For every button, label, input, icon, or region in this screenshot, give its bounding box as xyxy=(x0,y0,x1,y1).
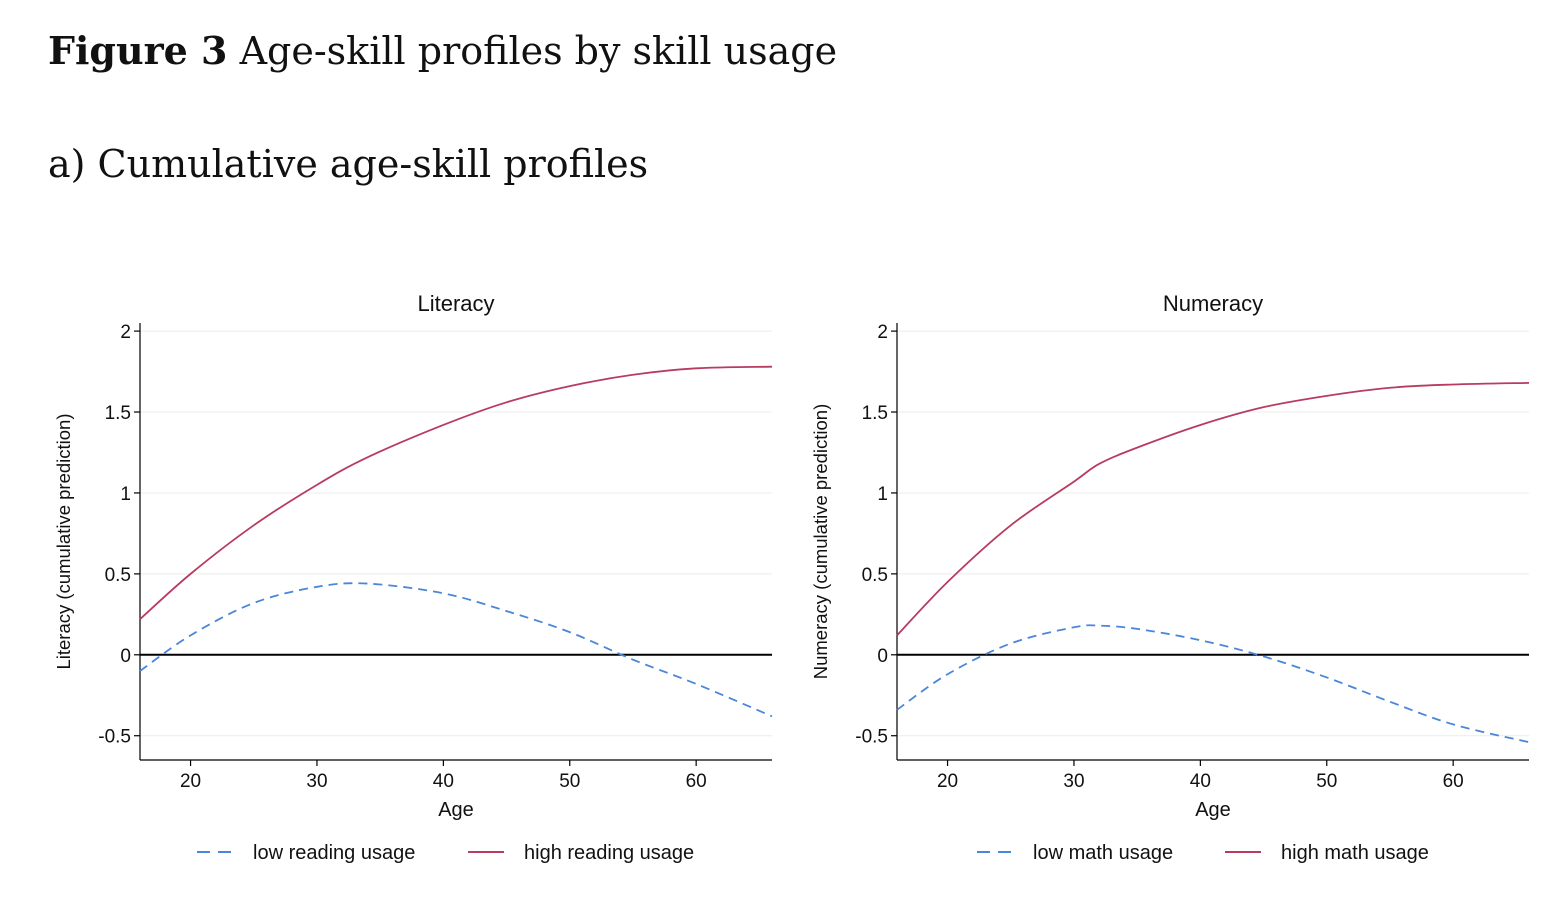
x-tick-label: 60 xyxy=(1443,771,1464,792)
legend-label: high reading usage xyxy=(524,842,694,864)
y-tick-label: 0.5 xyxy=(862,565,888,586)
x-tick-label: 60 xyxy=(686,771,707,792)
series-line-high xyxy=(896,381,1530,636)
y-tick-label: 1 xyxy=(120,484,131,505)
y-axis-label: Numeracy (cumulative prediction) xyxy=(810,404,831,680)
x-axis-label: Age xyxy=(438,799,474,821)
series-line-low xyxy=(896,624,1530,744)
y-tick-label: 0 xyxy=(877,646,888,667)
x-tick-label: 30 xyxy=(1063,771,1084,792)
legend-label: low reading usage xyxy=(253,842,415,864)
legend-label: high math usage xyxy=(1281,842,1429,864)
figure-subtitle: a) Cumulative age-skill profiles xyxy=(48,142,649,186)
y-tick-label: 2 xyxy=(877,322,888,343)
chart-panel-2: -0.5 0 0.5 1 1.5 2 20 30 40 50 60 Numeracy Age Numera… xyxy=(810,291,1530,864)
x-tick-label: 50 xyxy=(559,771,580,792)
x-tick-label: 30 xyxy=(306,771,327,792)
chart-panel-1: -0.5 0 0.5 1 1.5 2 20 30 40 50 60 Literacy Age Litera… xyxy=(53,291,773,864)
x-tick-label: 40 xyxy=(433,771,454,792)
y-tick-label: -0.5 xyxy=(98,727,131,748)
y-tick-label: -0.5 xyxy=(855,727,888,748)
figure-title: Figure 3 Age-skill profiles by skill usa… xyxy=(48,28,837,73)
chart-title: Numeracy xyxy=(1163,291,1263,316)
y-tick-label: 0.5 xyxy=(105,565,131,586)
x-tick-label: 20 xyxy=(180,771,201,792)
x-axis-label: Age xyxy=(1195,799,1231,821)
series-line-low xyxy=(139,582,773,718)
x-tick-label: 50 xyxy=(1316,771,1337,792)
y-tick-label: 1.5 xyxy=(862,403,888,424)
x-tick-label: 20 xyxy=(937,771,958,792)
legend-label: low math usage xyxy=(1033,842,1173,864)
chart-title: Literacy xyxy=(417,291,494,316)
figure-label: Figure 3 xyxy=(48,28,228,73)
y-axis-label: Literacy (cumulative prediction) xyxy=(53,413,74,669)
figure-title-text: Age-skill profiles by skill usage xyxy=(239,29,838,73)
y-tick-label: 1 xyxy=(877,484,888,505)
y-tick-label: 2 xyxy=(120,322,131,343)
y-tick-label: 0 xyxy=(120,646,131,667)
series-line-high xyxy=(139,365,773,620)
x-tick-label: 40 xyxy=(1190,771,1211,792)
y-tick-label: 1.5 xyxy=(105,403,131,424)
